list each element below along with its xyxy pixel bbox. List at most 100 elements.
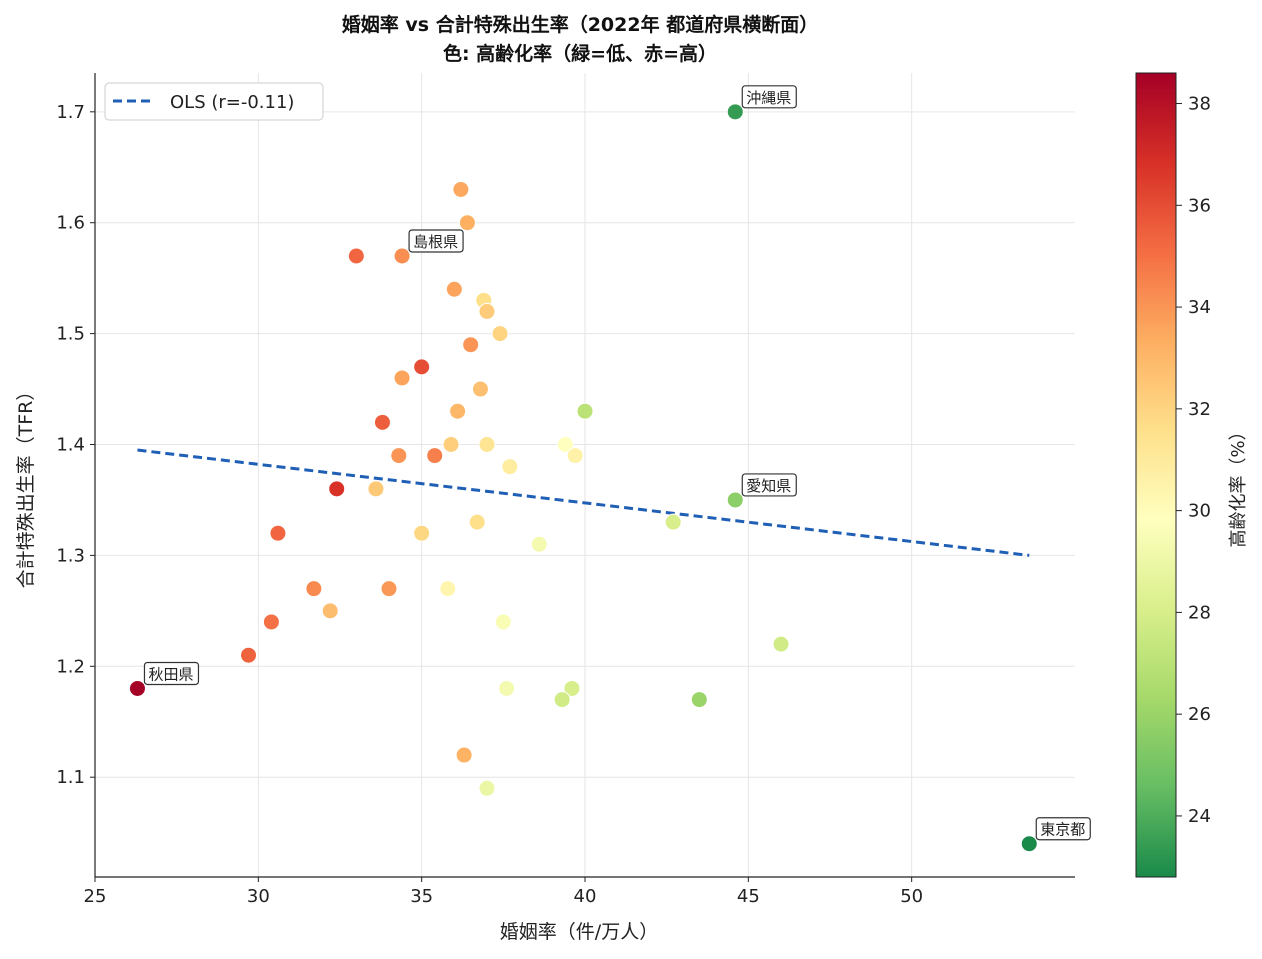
data-point (442, 436, 460, 454)
data-point (566, 447, 584, 465)
annotation-box (143, 661, 200, 686)
x-tick-label: 25 (84, 886, 107, 907)
annotation-label: 島根県 (413, 233, 458, 251)
trendline-group (137, 448, 1030, 557)
data-point (413, 358, 431, 376)
data-point (1020, 835, 1038, 853)
data-point (380, 580, 398, 598)
colorbar-tick-label: 32 (1188, 399, 1211, 420)
data-point (478, 436, 496, 454)
colorbar-tick-label: 24 (1188, 806, 1211, 827)
data-point (328, 480, 346, 498)
data-point (393, 247, 411, 265)
data-point (390, 447, 408, 465)
data-point (367, 480, 385, 498)
colorbar-tick-label: 26 (1188, 704, 1211, 725)
y-tick-label: 1.2 (56, 656, 85, 677)
y-tick-label: 1.5 (56, 324, 85, 345)
data-point (321, 602, 339, 620)
x-tick-label: 50 (900, 886, 923, 907)
data-point (458, 214, 476, 232)
data-point (494, 613, 512, 631)
data-point (305, 580, 323, 598)
annotation-box (408, 229, 464, 253)
data-point (449, 402, 467, 420)
data-point (553, 691, 571, 709)
y-tick-label: 1.1 (56, 767, 85, 788)
data-point (240, 646, 258, 664)
y-tick-label: 1.3 (56, 545, 85, 566)
legend-ols-label: OLS (r=-0.11) (170, 92, 294, 113)
x-tick-label: 45 (737, 886, 760, 907)
colorbar-tick-label: 38 (1188, 94, 1211, 115)
chart-subtitle: 色: 高齢化率（緑=低、赤=高） (443, 42, 717, 65)
point-annotation: 愛知県 (741, 473, 797, 497)
y-axis-label: 合計特殊出生率（TFR） (15, 382, 37, 589)
x-tick-label: 40 (574, 886, 597, 907)
data-point (439, 580, 457, 598)
colorbar-label: 高齢化率（%） (1228, 422, 1249, 547)
annotation-box (741, 473, 797, 497)
ols-trendline (137, 448, 1030, 557)
y-tick-label: 1.7 (56, 102, 85, 123)
data-point (462, 336, 480, 354)
data-point (128, 679, 146, 697)
data-point (530, 535, 548, 553)
data-point (501, 458, 519, 476)
data-point (726, 491, 744, 509)
data-point (478, 302, 496, 320)
data-point (445, 280, 463, 298)
data-point (563, 679, 581, 697)
data-point (347, 247, 365, 265)
axes: 25 30 35 40 45 50 1.1 1.2 1.3 1.4 1.5 1.6 1.7 (56, 73, 1075, 907)
data-point (262, 613, 280, 631)
data-point (556, 436, 574, 454)
point-annotation: 東京都 (1035, 817, 1091, 841)
x-tick-label: 30 (247, 886, 270, 907)
annotation-box (741, 85, 797, 109)
chart-title: 婚姻率 vs 合計特殊出生率（2022年 都道府県横断面） (342, 13, 818, 36)
colorbar-ticks: 24 26 28 30 32 34 36 38 (1176, 94, 1211, 827)
point-annotation: 秋田県 (143, 661, 200, 686)
colorbar-tick-label: 28 (1188, 602, 1211, 623)
x-tick-label: 35 (410, 886, 433, 907)
data-point (690, 691, 708, 709)
x-axis-label: 婚姻率（件/万人） (500, 921, 658, 943)
data-point (576, 402, 594, 420)
data-point (373, 413, 391, 431)
data-point (452, 180, 470, 198)
data-point (413, 524, 431, 542)
point-annotation: 沖縄県 (741, 85, 797, 109)
data-point (726, 103, 744, 121)
colorbar-tick-label: 30 (1188, 501, 1211, 522)
data-point (468, 513, 486, 531)
annotation-box (1035, 817, 1091, 841)
data-point (393, 369, 411, 387)
annotation-label: 愛知県 (746, 477, 791, 495)
colorbar: 24 26 28 30 32 34 36 38 高齢化率（%） (1135, 72, 1249, 878)
data-point (426, 447, 444, 465)
data-point (772, 635, 790, 653)
colorbar-tick-label: 34 (1188, 297, 1211, 318)
annotation-label: 沖縄県 (746, 89, 791, 107)
data-point (471, 380, 489, 398)
data-point (664, 513, 682, 531)
data-point (269, 524, 287, 542)
data-points (128, 103, 1038, 853)
colorbar-gradient (1135, 72, 1177, 878)
y-tick-label: 1.6 (56, 213, 85, 234)
point-annotation: 島根県 (408, 229, 464, 253)
data-point (478, 779, 496, 797)
legend: OLS (r=-0.11) (104, 82, 324, 121)
colorbar-tick-label: 36 (1188, 195, 1211, 216)
annotation-label: 東京都 (1040, 821, 1085, 839)
data-point (455, 746, 473, 764)
legend-box (104, 82, 324, 121)
data-point (498, 679, 516, 697)
grid (94, 73, 1075, 877)
data-point (491, 325, 509, 343)
y-tick-label: 1.4 (56, 435, 85, 456)
